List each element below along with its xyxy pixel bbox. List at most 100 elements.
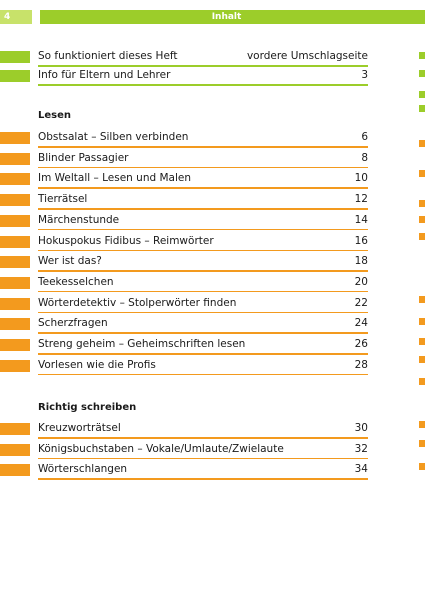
- toc-entry-title: Vorlesen wie die Profis: [38, 358, 156, 371]
- orange-marker: [0, 423, 30, 435]
- side-tab-mark: [419, 378, 425, 385]
- toc-entry-schreiben-2[interactable]: Wörterschlangen 34: [0, 461, 425, 481]
- orange-rule: [38, 166, 368, 169]
- orange-rule: [38, 353, 368, 355]
- orange-marker: [0, 194, 30, 207]
- orange-rule: [38, 457, 368, 460]
- toc-entry-lesen-10[interactable]: Streng geheim – Geheimschriften lesen 26: [0, 336, 425, 356]
- toc-entry-page: 28: [354, 358, 368, 371]
- orange-rule: [38, 290, 368, 293]
- toc-entry-lesen-9[interactable]: Scherzfragen 24: [0, 315, 425, 335]
- green-rule: [38, 65, 368, 67]
- side-tab-mark: [419, 296, 425, 303]
- side-tab-mark: [419, 105, 425, 112]
- side-tab-mark: [419, 170, 425, 177]
- orange-rule: [38, 228, 368, 231]
- green-marker: [0, 51, 30, 63]
- toc-entry-title: Königsbuchstaben – Vokale/Umlaute/Zwiela…: [38, 442, 284, 455]
- toc-entry-lesen-8[interactable]: Wörterdetektiv – Stolperwörter finden 22: [0, 295, 425, 315]
- side-tab-mark: [419, 421, 425, 428]
- toc-entry-intro-1[interactable]: Info für Eltern und Lehrer 3: [0, 67, 425, 87]
- toc-entry-page: 10: [354, 172, 368, 185]
- orange-rule: [38, 146, 368, 148]
- side-tab-mark: [419, 233, 425, 240]
- orange-rule: [38, 270, 368, 272]
- side-tab-mark: [419, 91, 425, 98]
- toc-entry-page: 20: [354, 275, 368, 288]
- toc-entry-title: Streng geheim – Geheimschriften lesen: [38, 338, 246, 350]
- orange-rule: [38, 332, 368, 334]
- toc-entry-page: 34: [354, 463, 368, 476]
- side-tab-mark: [419, 338, 425, 345]
- toc-entry-lesen-0[interactable]: Obstsalat – Silben verbinden 6: [0, 129, 425, 149]
- toc-entry-page: 24: [354, 317, 368, 330]
- toc-entry-page: 14: [354, 213, 368, 226]
- toc-entry-title: Teekesselchen: [38, 275, 114, 288]
- toc-entry-page: 3: [361, 69, 368, 81]
- toc-entry-page: 26: [354, 338, 368, 350]
- toc-entry-title: Obstsalat – Silben verbinden: [38, 131, 189, 143]
- toc-entry-title: Scherzfragen: [38, 317, 108, 330]
- orange-rule: [38, 478, 368, 480]
- side-tab-mark: [419, 318, 425, 325]
- toc-entry-page: 32: [354, 442, 368, 455]
- toc-entry-schreiben-0[interactable]: Kreuzworträtsel 30: [0, 420, 425, 440]
- page-number: 4: [0, 10, 32, 24]
- toc-entry-title: Wer ist das?: [38, 255, 102, 268]
- page-title: Inhalt: [40, 10, 425, 24]
- orange-marker: [0, 152, 30, 165]
- toc-entry-lesen-11[interactable]: Vorlesen wie die Profis 28: [0, 357, 425, 377]
- toc-entry-page: 22: [354, 296, 368, 309]
- toc-entry-lesen-2[interactable]: Im Weltall – Lesen und Malen 10: [0, 170, 425, 190]
- toc-entry-page: 12: [354, 193, 368, 206]
- header-bar: 4 Inhalt: [0, 10, 425, 24]
- toc-entry-title: Märchenstunde: [38, 213, 120, 226]
- section-heading-schreiben: Richtig schreiben: [38, 402, 137, 413]
- green-marker: [0, 70, 30, 82]
- toc-entry-title: Tierrätsel: [38, 193, 88, 206]
- green-rule: [38, 84, 368, 86]
- orange-rule: [38, 187, 368, 189]
- toc-entry-lesen-3[interactable]: Tierrätsel 12: [0, 191, 425, 211]
- orange-rule: [38, 249, 368, 251]
- side-tab-mark: [419, 440, 425, 447]
- toc-entry-title: Kreuzworträtsel: [38, 422, 121, 434]
- toc-entry-lesen-7[interactable]: Teekesselchen 20: [0, 274, 425, 294]
- orange-marker: [0, 132, 30, 144]
- orange-rule: [38, 208, 368, 210]
- side-tab-mark: [419, 70, 425, 77]
- orange-marker: [0, 235, 30, 248]
- toc-entry-page: 16: [354, 234, 368, 247]
- orange-rule: [38, 311, 368, 314]
- toc-entry-title: Wörterschlangen: [38, 463, 128, 476]
- orange-marker: [0, 256, 30, 269]
- toc-entry-lesen-4[interactable]: Märchenstunde 14: [0, 212, 425, 232]
- toc-entry-title: Hokuspokus Fidibus – Reimwörter: [38, 234, 214, 247]
- toc-entry-title: So funktioniert dieses Heft: [38, 50, 178, 62]
- toc-entry-page: 30: [354, 422, 368, 434]
- toc-entry-page: vordere Umschlagseite: [246, 50, 368, 62]
- toc-entry-intro-0[interactable]: So funktioniert dieses Heft vordere Umsc…: [0, 48, 425, 68]
- toc-entry-page: 8: [361, 151, 368, 164]
- orange-rule: [38, 373, 368, 376]
- side-tab-mark: [419, 216, 425, 223]
- orange-marker: [0, 276, 30, 289]
- toc-entry-lesen-1[interactable]: Blinder Passagier 8: [0, 150, 425, 170]
- section-heading-lesen: Lesen: [38, 110, 72, 121]
- orange-marker: [0, 359, 30, 372]
- orange-marker: [0, 214, 30, 227]
- orange-marker: [0, 297, 30, 310]
- toc-entry-page: 6: [361, 131, 368, 143]
- toc-entry-schreiben-1[interactable]: Königsbuchstaben – Vokale/Umlaute/Zwiela…: [0, 441, 425, 461]
- side-tab-mark: [419, 356, 425, 363]
- orange-rule: [38, 437, 368, 439]
- orange-marker: [0, 318, 30, 331]
- toc-entry-title: Im Weltall – Lesen und Malen: [38, 172, 192, 185]
- toc-entry-lesen-5[interactable]: Hokuspokus Fidibus – Reimwörter 16: [0, 233, 425, 253]
- orange-marker: [0, 173, 30, 186]
- header-gap: [32, 10, 40, 24]
- orange-marker: [0, 443, 30, 456]
- toc-entry-page: 18: [354, 255, 368, 268]
- side-tab-mark: [419, 52, 425, 59]
- toc-entry-lesen-6[interactable]: Wer ist das? 18: [0, 253, 425, 273]
